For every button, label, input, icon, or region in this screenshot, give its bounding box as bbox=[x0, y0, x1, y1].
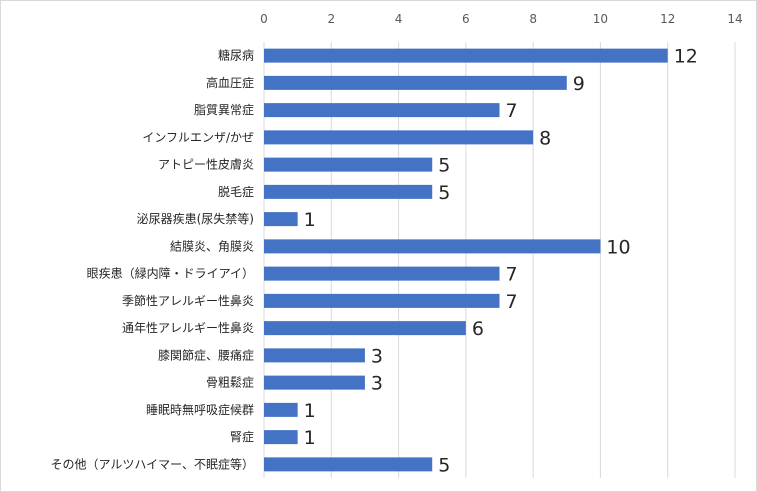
bar bbox=[264, 184, 433, 199]
data-label: 1 bbox=[304, 209, 316, 231]
data-label: 5 bbox=[438, 155, 450, 177]
category-label: 脱毛症 bbox=[218, 184, 254, 199]
category-label: インフルエンザ/かぜ bbox=[142, 130, 254, 144]
category-label: 睡眠時無呼吸症候群 bbox=[146, 402, 254, 417]
category-label: 骨粗鬆症 bbox=[206, 375, 254, 390]
category-label: 糖尿病 bbox=[218, 48, 254, 63]
data-label: 9 bbox=[573, 73, 585, 95]
bar bbox=[264, 103, 500, 118]
category-label: 脂質異常症 bbox=[194, 102, 254, 117]
x-tick-label: 12 bbox=[660, 12, 675, 26]
x-tick-label: 10 bbox=[593, 12, 608, 26]
bar bbox=[264, 457, 433, 472]
data-label: 3 bbox=[371, 373, 383, 395]
data-label: 5 bbox=[438, 182, 450, 204]
category-label: アトピー性皮膚炎 bbox=[158, 157, 254, 172]
data-label: 7 bbox=[506, 264, 518, 286]
category-label: 高血圧症 bbox=[206, 75, 254, 90]
bar bbox=[264, 321, 466, 336]
bars bbox=[264, 48, 668, 472]
data-label: 3 bbox=[371, 345, 383, 367]
bar bbox=[264, 402, 298, 417]
category-label: その他（アルツハイマー、不眠症等） bbox=[50, 456, 254, 471]
x-tick-label: 0 bbox=[260, 12, 268, 26]
category-label: 通年性アレルギー性鼻炎 bbox=[122, 320, 254, 335]
x-tick-label: 8 bbox=[529, 12, 537, 26]
x-tick-label: 2 bbox=[327, 12, 335, 26]
x-axis-ticks: 0 2 4 6 8 10 12 14 bbox=[260, 12, 742, 26]
category-label: 泌尿器疾患(尿失禁等) bbox=[137, 211, 254, 226]
data-label: 6 bbox=[472, 318, 484, 340]
bar bbox=[264, 212, 298, 227]
bar bbox=[264, 157, 433, 172]
data-label: 8 bbox=[539, 127, 551, 149]
data-label: 5 bbox=[438, 454, 450, 476]
x-tick-label: 4 bbox=[395, 12, 403, 26]
data-label: 1 bbox=[304, 427, 316, 449]
data-label: 10 bbox=[606, 236, 630, 258]
category-label: 眼疾患（緑内障・ドライアイ） bbox=[87, 266, 254, 281]
data-label: 7 bbox=[506, 100, 518, 122]
bar bbox=[264, 375, 365, 390]
x-tick-label: 6 bbox=[462, 12, 470, 26]
bar bbox=[264, 239, 601, 254]
bar bbox=[264, 348, 365, 363]
category-labels: 糖尿病高血圧症脂質異常症インフルエンザ/かぜアトピー性皮膚炎脱毛症泌尿器疾患(尿… bbox=[50, 48, 254, 472]
bar bbox=[264, 130, 534, 145]
data-label: 12 bbox=[674, 46, 698, 68]
category-label: 結膜炎、角膜炎 bbox=[170, 239, 254, 253]
bar bbox=[264, 75, 567, 90]
bar bbox=[264, 293, 500, 308]
category-label: 腎症 bbox=[230, 429, 254, 444]
bar bbox=[264, 48, 668, 63]
data-label: 7 bbox=[506, 291, 518, 313]
data-label: 1 bbox=[304, 400, 316, 422]
category-label: 季節性アレルギー性鼻炎 bbox=[122, 293, 254, 308]
x-tick-label: 14 bbox=[727, 12, 742, 26]
bar bbox=[264, 266, 500, 281]
category-label: 膝関節症、腰痛症 bbox=[158, 347, 254, 362]
bar bbox=[264, 430, 298, 445]
